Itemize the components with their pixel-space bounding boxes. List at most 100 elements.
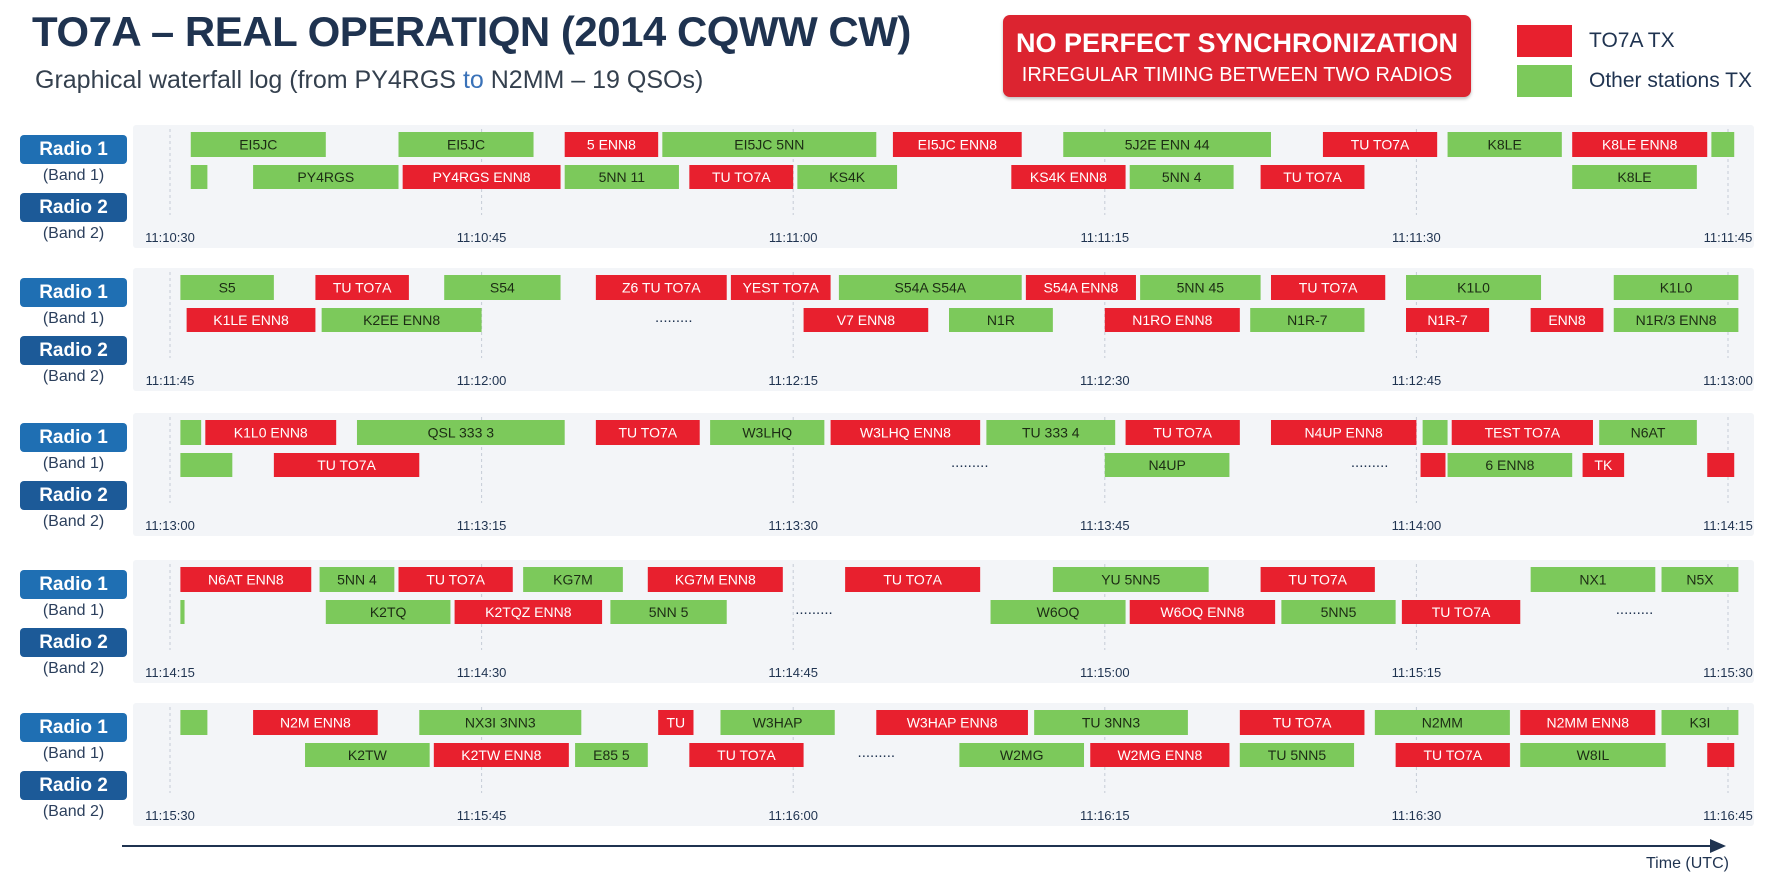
radio2-to7a-tx-bar: [1420, 453, 1446, 477]
radio1-to7a-tx-bar: [1025, 275, 1136, 300]
radio1-bar-label: N5X: [1686, 572, 1714, 588]
radio1-to7a-tx-bar: [1270, 420, 1417, 445]
radio2-to7a-tx-bar: [1582, 453, 1625, 477]
radio2-bar-label: KS4K: [829, 169, 865, 185]
radio2-bar-label: W6OQ ENN8: [1160, 604, 1244, 620]
band1-label: (Band 1): [42, 602, 105, 619]
radio2-gap-dots: .........: [655, 309, 693, 326]
radio1-bar-label: TU TO7A: [1299, 280, 1358, 296]
radio1-to7a-tx-bar: [1451, 420, 1593, 445]
subtitle-to: to: [462, 66, 484, 94]
subtitle-post: N2MM – 19 QSOs): [483, 66, 704, 94]
radio1-to7a-tx-bar: [892, 132, 1022, 157]
radio1-to7a-tx-bar: [1270, 275, 1386, 300]
radio2-to7a-tx-bar: [1011, 165, 1126, 189]
radio2-other-tx-bar: [1520, 743, 1666, 767]
band2-label: (Band 2): [42, 660, 105, 677]
tick-label: 11:16:30: [1392, 808, 1442, 823]
radio2-other-tx-bar: [949, 308, 1053, 332]
radio2-bar-label: 5NN 11: [599, 169, 646, 185]
radio2-gap-dots: .........: [858, 744, 896, 761]
legend-label-other: Other stations TX: [1589, 69, 1753, 92]
radio2-bar-label: KS4K ENN8: [1030, 169, 1107, 185]
radio2-to7a-tx-bar: [1406, 308, 1490, 332]
radio1-other-tx-bar: [1140, 275, 1261, 300]
radio2-to7a-tx-bar: [1090, 743, 1230, 767]
radio1-bar-label: N2M ENN8: [280, 715, 351, 731]
radio1-other-tx-bar: [319, 567, 395, 592]
tick-label: 11:14:30: [457, 665, 507, 680]
tick-label: 11:15:30: [1703, 665, 1753, 680]
band1-label: (Band 1): [42, 310, 105, 327]
radio1-bar-label: N2MM ENN8: [1547, 715, 1630, 731]
radio1-bar-label: KG7M: [553, 572, 593, 588]
radio1-bar-label: K1L0: [1660, 280, 1693, 296]
radio1-to7a-tx-bar: [398, 567, 513, 592]
radio1-other-tx-bar: [180, 710, 208, 735]
radio1-to7a-tx-bar: [253, 710, 378, 735]
radio1-other-tx-bar: [1530, 567, 1656, 592]
radio1-other-tx-bar: [1599, 420, 1697, 445]
row-plot: 11:14:15 11:14:30 11:14:45 11:15:00 11:15:15…: [145, 564, 1753, 680]
radio1-bar-label: TU TO7A: [883, 572, 942, 588]
radio1-other-tx-bar: [986, 420, 1116, 445]
radio2-other-tx-bar: [180, 600, 185, 624]
radio1-other-tx-bar: [180, 420, 202, 445]
radio2-bar-label: N1R/3 ENN8: [1636, 312, 1717, 328]
radio2-to7a-tx-bar: [273, 453, 420, 477]
radio2-to7a-tx-bar: [1530, 308, 1604, 332]
sync-warning-box: NO PERFECT SYNCHRONIZATION IRREGULAR TIM…: [1003, 15, 1471, 97]
radio2-other-tx-bar: [610, 600, 727, 624]
radio1-bar-label: K3I: [1689, 715, 1710, 731]
radio2-to7a-tx-bar: [689, 165, 794, 189]
page-subtitle: Graphical waterfall log (from PY4RGS to …: [35, 66, 703, 95]
waterfall-row: Radio 1 (Band 1) Radio 2 (Band 2) 11:11:45 11…: [18, 268, 1756, 391]
radio1-bar-label: S54: [490, 280, 515, 296]
radio1-bar-label: 5NN 45: [1177, 280, 1225, 296]
radio2-bar-label: TU 5NN5: [1268, 747, 1327, 763]
radio1-other-tx-bar: [356, 420, 565, 445]
radio2-bar-label: 6 ENN8: [1485, 457, 1534, 473]
radio1-other-tx-bar: [1447, 132, 1562, 157]
radio2-to7a-tx-bar: [433, 743, 569, 767]
radio1-other-tx-bar: [1613, 275, 1739, 300]
radio1-other-tx-bar: [190, 132, 326, 157]
radio2-to7a-tx-bar: [689, 743, 804, 767]
waterfall-row: Radio 1 (Band 1) Radio 2 (Band 2) 11:15:30 11…: [18, 703, 1756, 826]
row-plot: 11:15:30 11:15:45 11:16:00 11:16:15 11:16:30…: [145, 707, 1753, 823]
radio1-bar-label: NX3I 3NN3: [465, 715, 536, 731]
radio2-to7a-tx-bar: [1129, 600, 1276, 624]
band1-label: (Band 1): [42, 167, 105, 184]
radio1-bar-label: TU TO7A: [1351, 137, 1410, 153]
radio2-bar-label: N1R: [987, 312, 1015, 328]
radio1-bar-label: TU TO7A: [426, 572, 485, 588]
radio1-bar-label: TU TO7A: [1153, 425, 1212, 441]
radio2-label: Radio 2: [20, 193, 127, 222]
tick-label: 11:11:45: [1704, 230, 1753, 245]
radio1-to7a-tx-bar: [315, 275, 409, 300]
radio1-to7a-tx-bar: [205, 420, 337, 445]
radio2-bar-label: W2MG ENN8: [1117, 747, 1202, 763]
radio1-bar-label: QSL 333 3: [428, 425, 495, 441]
tick-label: 11:13:45: [1080, 518, 1130, 533]
radio2-to7a-tx-bar: [1104, 308, 1240, 332]
tick-label: 11:16:00: [768, 808, 818, 823]
radio1-bar-label: 5NN 4: [337, 572, 377, 588]
band2-label: (Band 2): [42, 513, 105, 530]
radio2-bar-label: TU TO7A: [1283, 169, 1342, 185]
radio2-to7a-tx-bar: [454, 600, 603, 624]
radio2-bar-label: TU TO7A: [712, 169, 771, 185]
radio2-bar-label: TU TO7A: [1423, 747, 1482, 763]
radio2-bar-label: PY4RGS ENN8: [433, 169, 531, 185]
legend-item-to7a: TO7A TX: [1517, 25, 1767, 59]
radio2-other-tx-bar: [959, 743, 1085, 767]
radio1-other-tx-bar: [419, 710, 582, 735]
radio1-bar-label: YU 5NN5: [1101, 572, 1160, 588]
legend-swatch-to7a: [1517, 25, 1572, 57]
radio1-bar-label: TEST TO7A: [1485, 425, 1561, 441]
radio1-bar-label: 5J2E ENN 44: [1125, 137, 1210, 153]
radio2-bar-label: W8IL: [1577, 747, 1610, 763]
radio1-bar-label: TU TO7A: [618, 425, 677, 441]
radio2-gap-dots: .........: [1351, 454, 1389, 471]
radio2-gap-dots: .........: [951, 454, 989, 471]
